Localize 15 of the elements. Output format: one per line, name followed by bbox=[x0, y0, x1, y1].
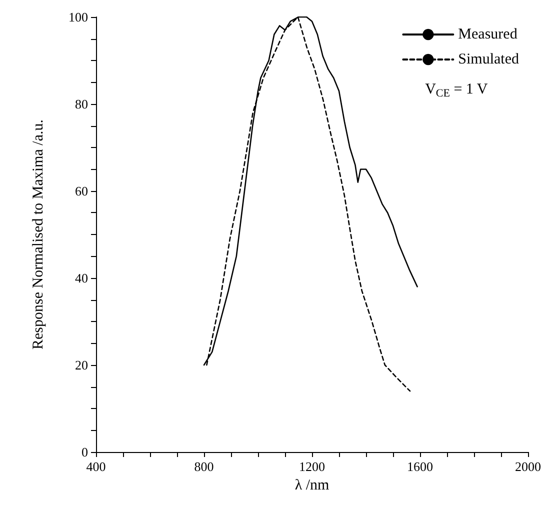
y-tick-label: 0 bbox=[82, 444, 88, 460]
x-tick-label: 400 bbox=[86, 459, 106, 474]
legend-label: Simulated bbox=[458, 52, 520, 68]
y-tick-label: 80 bbox=[75, 96, 88, 112]
y-axis-title: Response Normalised to Maxima /a.u. bbox=[30, 120, 46, 350]
y-tick-label: 60 bbox=[75, 184, 88, 198]
x-tick-label: 2000 bbox=[515, 459, 541, 474]
x-tick-label: 1200 bbox=[299, 459, 325, 474]
x-tick-label: 1600 bbox=[407, 459, 433, 474]
x-tick-label: 800 bbox=[194, 459, 214, 474]
legend-label: Measured bbox=[458, 26, 518, 42]
y-tick-label: 20 bbox=[75, 358, 88, 372]
y-tick-label: 100 bbox=[68, 10, 88, 24]
y-tick-label: 40 bbox=[75, 270, 88, 286]
x-axis-title: λ /nm bbox=[294, 478, 330, 494]
